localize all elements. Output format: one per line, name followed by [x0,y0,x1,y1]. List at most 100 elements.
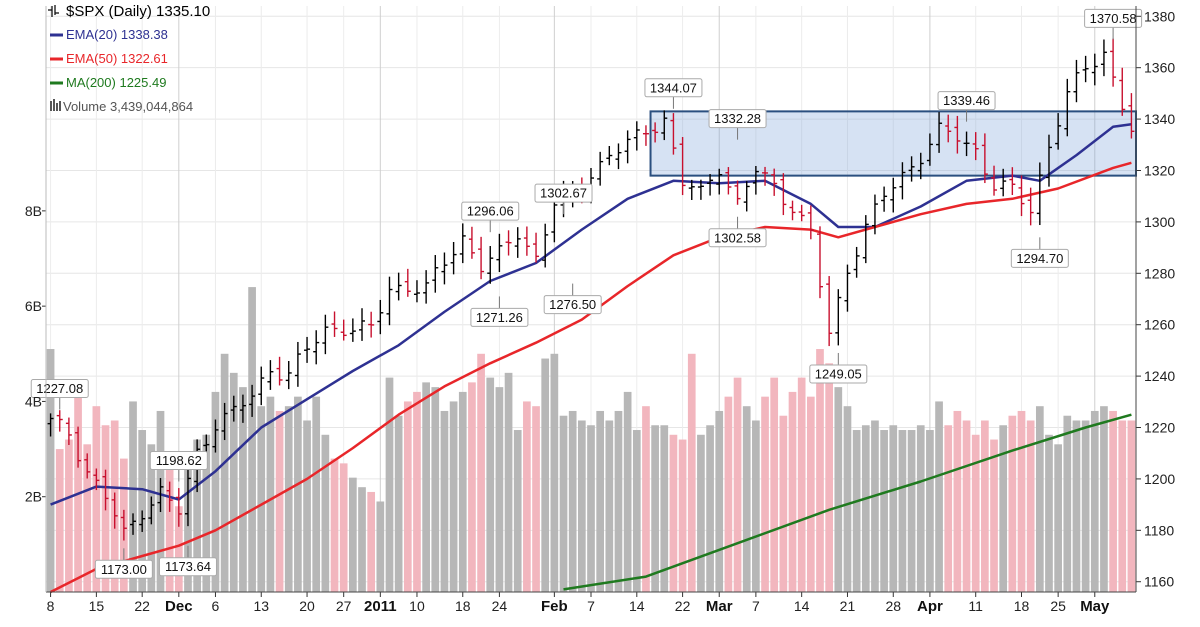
price-callout: 1344.07 [644,78,703,109]
price-bar [1100,39,1107,77]
volume-bar [752,420,760,592]
callout-box [937,91,996,111]
volume-bar [486,377,495,592]
volume-bar [83,444,92,592]
volume-bar [715,410,724,592]
price-bar [413,280,420,303]
x-tick-label: 22 [134,598,150,614]
volume-bar [403,401,412,592]
callout-box [158,557,217,577]
price-bar [908,156,915,182]
price-bar [459,223,466,264]
chart-title: $SPX (Daily) 1335.10 [66,3,210,20]
price-bar [139,510,146,532]
volume-bar [971,434,980,592]
price-bar [752,165,759,195]
price-bar [963,131,970,157]
volume-bar [944,425,953,592]
volume-bar [1081,420,1090,592]
price-bar [423,270,430,304]
callout-box [708,228,767,248]
volume-bar [339,463,348,592]
price-bar [184,468,191,527]
x-tick-label: 18 [1014,598,1030,614]
line-ema-20 [50,122,1132,506]
callout-box [543,295,602,315]
volume-bar [248,287,256,592]
volume-bar [202,434,211,592]
price-bar [313,330,320,365]
price-bar [615,143,622,170]
volume-bar [623,391,632,592]
price-bar [725,167,732,195]
y-tick-label: 1240 [1144,368,1175,384]
x-tick-label: 2011 [364,598,397,615]
volume-bar [596,410,605,592]
price-bar [441,252,448,285]
volume-bar [504,372,513,592]
volume-bar [797,377,806,592]
x-tick-label: 27 [336,598,352,614]
price-bar [56,410,63,432]
price-bar [340,319,347,341]
volume-bar [193,439,201,592]
price-annotations: 1227.08 1173.00 1198.62 1173.64 1296.06 1271.… [30,8,1143,579]
volume-bar [779,415,788,592]
price-bar [853,246,860,278]
price-bar [395,272,402,301]
callout-box [534,183,593,203]
price-bar [862,215,869,264]
x-tick-label: 14 [629,598,645,614]
price-callout: 1296.06 [461,201,520,233]
price-bar [1110,38,1117,87]
price-bar [239,394,246,423]
price-bar [606,146,613,166]
price-bar [230,395,237,422]
price-bar [734,180,741,205]
volume-bar [651,425,659,592]
volume-bar [1127,420,1136,592]
price-bar [972,132,979,161]
volume-bar [999,425,1008,592]
price-bar [258,366,265,406]
price-bar [157,478,164,513]
price-callout: 1370.58 [1084,8,1143,40]
callout-box [30,379,89,399]
price-bar [148,496,155,525]
x-tick-label: 15 [89,598,105,614]
volume-bar [513,430,522,592]
price-bar [212,419,219,453]
price-bar [1009,167,1016,196]
volume-bar [239,387,247,592]
volume-bar [898,430,907,592]
volume-bar [1109,410,1117,592]
price-bar [505,230,512,256]
y-tick-label: 1160 [1144,574,1174,590]
volume-bar [55,449,64,592]
volume-bar [46,349,55,592]
volume-bar [825,363,833,592]
price-bar [487,246,494,284]
volume-bar [477,353,485,592]
price-bar [65,417,72,446]
price-bar [652,122,659,143]
price-bar [936,112,943,153]
price-bar [871,194,878,235]
volume-bar [303,420,311,592]
volume-bar [852,430,861,592]
callout-box [149,450,208,470]
price-bar [1082,55,1089,83]
volume-bar [541,358,550,592]
volume-bar [788,391,797,592]
volume-bar [458,391,467,592]
volume-bar [367,491,376,592]
volume-bar [257,406,266,592]
volume-bar [981,420,989,592]
volume-bar [174,506,183,592]
x-tick-label: 10 [409,598,425,614]
x-tick-label: 25 [1050,598,1066,614]
volume-bar [229,372,238,592]
x-tick-label: Dec [165,598,193,615]
legend-label-ma200: MA(200) 1225.49 [66,75,166,90]
price-callout: 1173.64 [158,545,217,577]
